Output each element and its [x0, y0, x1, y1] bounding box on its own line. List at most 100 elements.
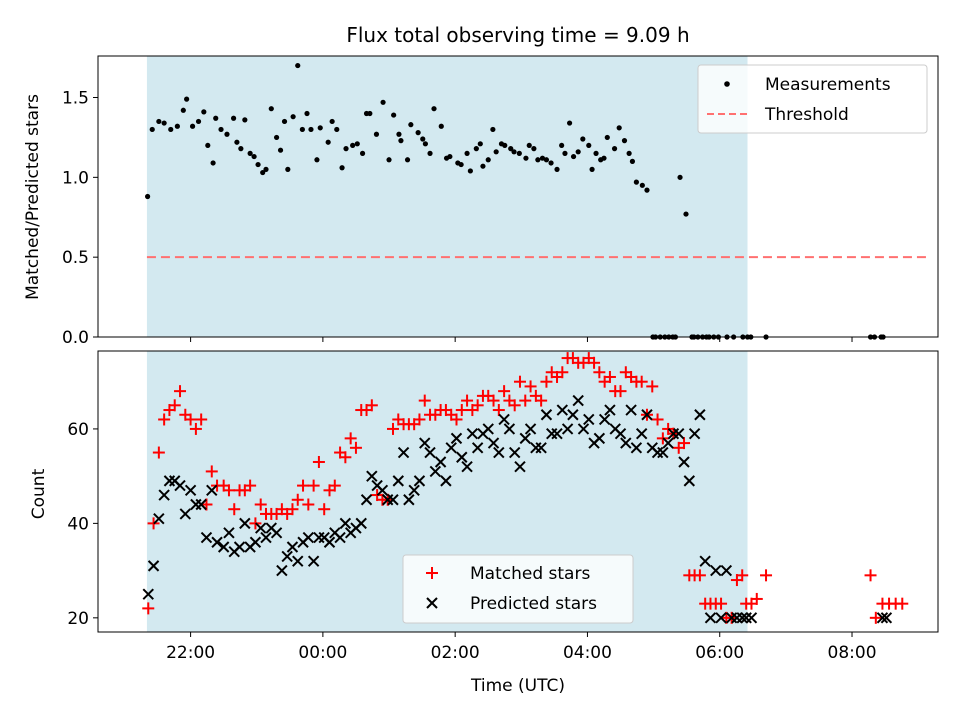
measurement-point — [396, 131, 402, 137]
predicted-star-point — [519, 432, 531, 445]
predicted-star-point — [270, 527, 283, 539]
predicted-star-point — [482, 423, 494, 435]
legend-matched-label: Matched stars — [470, 564, 590, 584]
measurement-point — [502, 142, 508, 149]
matched-star-point — [344, 432, 357, 445]
predicted-star-point — [142, 588, 154, 600]
predicted-star-point — [233, 541, 246, 553]
predicted-star-point — [440, 475, 452, 487]
predicted-star-point — [556, 404, 569, 416]
predicted-star-point — [662, 437, 674, 449]
measurement-point — [539, 155, 546, 161]
measurement-point — [398, 138, 404, 144]
predicted-star-point — [598, 413, 611, 426]
measurement-point — [168, 126, 174, 133]
predicted-star-point — [323, 536, 336, 548]
matched-star-point — [328, 479, 341, 492]
top-panel: 0.0 0.5 1.0 1.5 Matched/Predicted stars Mea… — [23, 55, 939, 348]
measurement-point — [277, 147, 284, 153]
matched-star-point — [286, 503, 299, 516]
predicted-star-point — [174, 479, 186, 492]
predicted-star-point — [211, 536, 223, 548]
matched-star-point — [524, 380, 537, 393]
predicted-star-point — [699, 555, 711, 567]
predicted-star-point — [366, 470, 378, 482]
measurement-point — [281, 118, 288, 125]
measurement-point — [570, 153, 577, 160]
matched-star-point — [297, 479, 310, 492]
measurement-point — [391, 112, 397, 118]
measurement-point — [431, 106, 437, 112]
matched-star-point — [556, 366, 569, 379]
legend-predicted-label: Predicted stars — [470, 594, 597, 614]
measurement-point — [299, 126, 305, 133]
measurement-point — [238, 146, 244, 152]
matched-star-point — [205, 465, 218, 478]
matched-star-point — [168, 399, 181, 412]
matched-star-point — [736, 569, 749, 582]
measurement-point — [260, 169, 266, 176]
predicted-star-point — [466, 427, 479, 440]
matched-star-point — [750, 592, 763, 605]
measurement-point — [234, 139, 240, 145]
matched-star-point — [307, 479, 320, 492]
predicted-star-point — [376, 484, 389, 497]
matched-star-point — [603, 370, 616, 383]
bottom-x-ticks: 22:00 00:00 02:00 04:00 06:00 08:00 — [166, 632, 877, 663]
legend-predicted-marker — [426, 597, 438, 609]
y-tick-label: 1.5 — [62, 89, 89, 109]
measurement-point — [415, 130, 421, 136]
measurement-point — [548, 160, 554, 166]
matched-star-point — [450, 413, 463, 426]
measurement-point — [205, 142, 211, 149]
x-tick-label: 08:00 — [828, 643, 877, 663]
predicted-star-point — [604, 404, 616, 416]
matched-star-point — [142, 602, 155, 615]
predicted-star-point — [683, 475, 696, 487]
matched-star-point — [249, 517, 262, 530]
predicted-star-point — [876, 612, 889, 624]
measurement-point — [467, 168, 473, 174]
measurement-point — [317, 125, 323, 131]
legend-measurements-label: Measurements — [765, 75, 891, 95]
measurement-point — [314, 157, 320, 163]
measurement-point — [531, 146, 537, 152]
matched-star-point — [715, 597, 728, 610]
measurements-series — [145, 62, 886, 340]
matched-star-point — [588, 356, 601, 369]
matched-stars-series — [142, 352, 909, 624]
predicted-star-point — [249, 536, 262, 548]
measurement-point — [683, 211, 689, 217]
predicted-star-point — [535, 442, 547, 454]
matched-star-point — [535, 394, 548, 407]
measurement-point — [224, 131, 230, 137]
measurement-point — [639, 182, 645, 188]
predicted-star-point — [260, 531, 272, 544]
x-tick-label: 22:00 — [166, 643, 215, 663]
measurement-point — [604, 134, 610, 141]
x-axis-label: Time (UTC) — [470, 676, 565, 696]
bottom-legend-box — [402, 554, 634, 624]
matched-star-point — [184, 413, 197, 426]
predicted-star-point — [286, 541, 299, 553]
measurement-point — [526, 142, 532, 149]
predicted-star-point — [153, 512, 165, 525]
predicted-star-point — [641, 409, 653, 421]
measurement-point — [621, 138, 628, 144]
predicted-star-point — [493, 446, 505, 459]
measurement-point — [184, 96, 190, 102]
predicted-star-point — [745, 612, 758, 624]
chart-title: Flux total observing time = 9.09 h — [346, 23, 689, 47]
measurement-point — [218, 126, 224, 133]
measurement-point — [422, 141, 429, 147]
predicted-star-point — [223, 527, 235, 539]
predicted-star-point — [461, 460, 473, 473]
measurement-point — [213, 115, 219, 121]
matched-star-point — [312, 455, 325, 468]
top-shaded-region — [146, 56, 748, 337]
measurement-point — [201, 109, 207, 115]
predicted-star-point — [720, 564, 733, 577]
predicted-star-point — [577, 423, 590, 435]
measurement-point — [508, 146, 514, 152]
measurement-point — [447, 153, 453, 160]
